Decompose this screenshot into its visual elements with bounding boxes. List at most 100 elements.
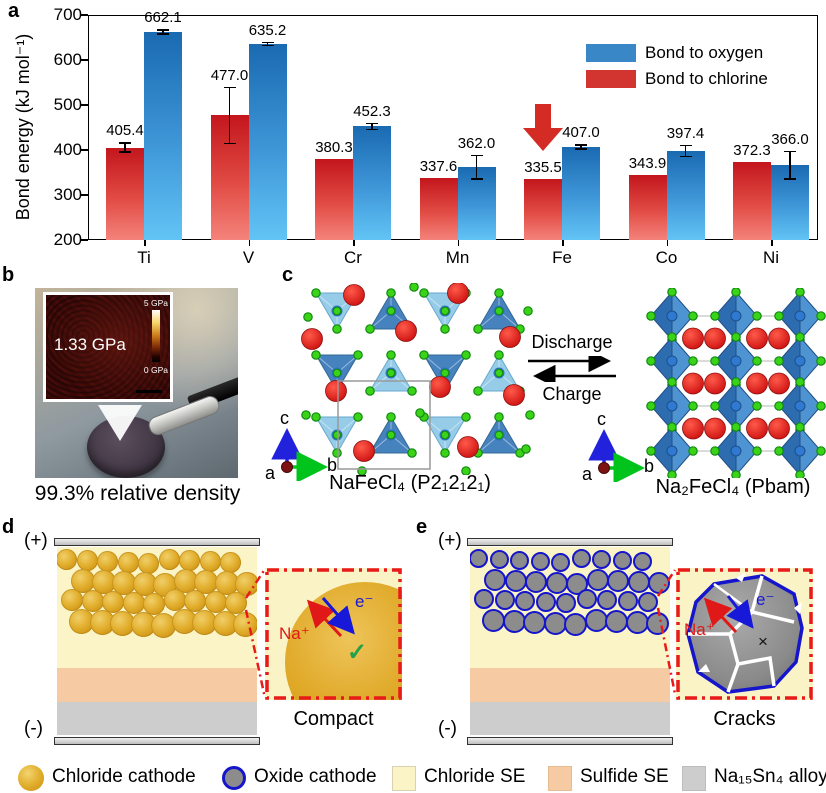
error-bar-cap <box>366 122 378 125</box>
oxide-particle <box>545 572 568 594</box>
cell-stack-chloride <box>54 538 260 745</box>
electron-label: e⁻ <box>756 590 775 609</box>
chloride-particle <box>233 612 257 637</box>
oxide-particle <box>523 611 546 634</box>
error-bar <box>157 29 169 35</box>
oxide-particle <box>525 571 547 593</box>
chloride-particle <box>102 591 124 613</box>
reaction-arrows-icon <box>528 356 616 382</box>
error-bar-cap <box>223 142 236 145</box>
compact-caption: Compact <box>293 708 374 730</box>
length-scalebar <box>136 390 162 393</box>
hardness-value: 1.33 GPa <box>54 335 126 354</box>
axis-a-label: a <box>265 463 276 483</box>
bar-value-label: 343.9 <box>628 155 667 173</box>
error-bar-line <box>124 142 126 153</box>
y-axis-title: Bond energy (kJ mol⁻¹) <box>13 33 33 221</box>
error-bar <box>575 144 587 150</box>
pellet-photo: 1.33 GPa 5 GPa 0 GPa <box>35 288 238 478</box>
na2fecl4-structure <box>646 288 826 478</box>
y-tick-label: 400 <box>53 140 82 159</box>
bar-value-label: 405.4 <box>106 122 144 140</box>
oxide-particle <box>597 590 617 610</box>
legend-label: Oxide cathode <box>254 766 377 787</box>
color-scale-bar <box>152 310 160 362</box>
chloride-particle <box>220 552 241 573</box>
error-bar-cap <box>470 154 483 156</box>
octahedron <box>650 290 694 342</box>
sodium-ion-label: Na⁺ <box>279 624 310 643</box>
scale-max-label: 5 GPa <box>143 298 168 308</box>
error-bar-line <box>684 144 687 158</box>
error-bar-cap <box>119 142 131 144</box>
error-bar-cap <box>679 155 692 158</box>
compact-particle-inset: Na⁺ e⁻ ✓ <box>265 568 402 700</box>
x-tick-label: Mn <box>445 248 470 267</box>
bar-V-oxygen <box>248 44 287 240</box>
error-bar-line <box>228 86 231 145</box>
chloride-particle <box>158 549 180 570</box>
y-tick-label: 300 <box>53 185 82 204</box>
bar-value-label: 335.5 <box>524 159 562 177</box>
bar-Ti-oxygen <box>144 32 182 240</box>
sulfide-se-swatch <box>548 766 572 791</box>
oxide-particle <box>530 552 550 571</box>
error-bar <box>470 154 483 180</box>
oxide-particle <box>504 570 527 592</box>
chloride-particle <box>184 590 206 612</box>
chloride-particle <box>199 551 221 572</box>
error-bar-cap <box>575 144 587 146</box>
chloride-particle <box>143 593 165 615</box>
cross-mark: × <box>758 632 768 651</box>
axis-triad-right: c b a <box>582 409 654 484</box>
error-bar <box>366 122 378 131</box>
bottom-electrode <box>54 737 260 745</box>
octahedron <box>650 335 694 387</box>
chloride-particle <box>138 553 159 574</box>
oxide-particle <box>510 551 529 570</box>
chloride-particle <box>76 550 98 571</box>
error-bar <box>261 41 274 47</box>
oxide-particle <box>484 569 506 591</box>
error-bar <box>119 142 131 153</box>
bar-Cr-oxygen <box>353 126 391 240</box>
negative-terminal-d: (-) <box>24 718 43 739</box>
x-tick-label: Ni <box>762 248 780 267</box>
octahedron <box>778 425 822 477</box>
chloride-particle <box>61 589 83 611</box>
x-tick-mark-icon <box>353 240 355 246</box>
axis-arrows-icon <box>271 428 328 483</box>
bar-value-label: 372.3 <box>733 142 771 160</box>
error-bar-line <box>580 144 582 150</box>
oxide-particle <box>617 591 638 611</box>
compact-particle-graphic <box>265 568 402 700</box>
bar-value-label: 452.3 <box>353 102 391 120</box>
legend-label: Sulfide SE <box>580 766 669 787</box>
oxide-particle <box>482 609 505 632</box>
chloride-particle <box>57 549 77 570</box>
cracks-caption: Cracks <box>713 708 776 730</box>
x-tick-mark-icon <box>144 240 146 246</box>
error-bar-line <box>789 150 791 180</box>
chloride-se-layer <box>470 547 670 668</box>
cracked-particle-inset: Na⁺ e⁻ × <box>676 568 813 700</box>
octahedron <box>714 425 758 477</box>
error-bar-cap <box>784 150 796 153</box>
bar-value-label: 477.0 <box>210 66 249 84</box>
cell-stack-oxide <box>467 538 673 745</box>
error-bar-cap <box>157 33 169 35</box>
x-tick-label: Ti <box>137 248 151 267</box>
nafecl4-formula: NaFeCl₄ (P2₁2₁2₁) <box>329 472 491 494</box>
error-bar-line <box>266 41 269 47</box>
error-bar-cap <box>119 151 131 153</box>
oxide-particle <box>470 549 488 568</box>
error-bar <box>784 150 796 180</box>
panel-d-label: d <box>2 516 15 538</box>
charge-label: Charge <box>542 384 602 404</box>
oxide-particle <box>586 569 609 591</box>
oxide-particle <box>592 550 611 569</box>
bar-Mn-chlorine <box>419 178 458 240</box>
axis-triad-left: c b a <box>265 408 337 483</box>
panel-b-label: b <box>2 264 15 286</box>
negative-terminal-e: (-) <box>438 718 457 739</box>
